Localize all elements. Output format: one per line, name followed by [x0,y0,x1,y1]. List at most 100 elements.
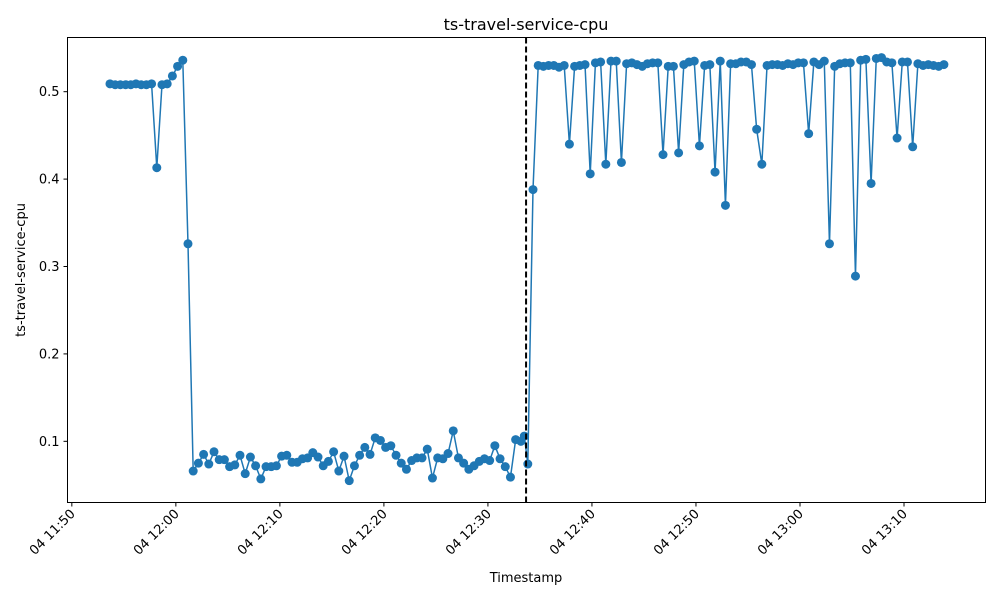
y-tick-label: 0.3 [39,260,60,275]
data-point [193,458,203,468]
x-tick-label: 04 13:10 [859,507,911,559]
data-point [339,451,349,461]
data-point [204,459,214,469]
data-point [495,454,505,464]
data-point [183,239,193,249]
data-point [689,56,699,66]
data-point [360,442,370,452]
data-point [240,469,250,479]
x-axis-title: Timestamp [489,571,563,586]
data-point [167,71,177,81]
data-point [173,61,183,71]
data-point [349,461,359,471]
data-point [178,55,188,65]
plot-area [105,37,949,503]
x-tick-label: 04 13:00 [755,507,807,559]
data-point [861,54,871,64]
data-point [152,163,162,173]
data-point [500,462,510,472]
data-point [616,157,626,167]
data-point [188,466,198,476]
data-point [674,148,684,158]
data-point [199,449,209,459]
x-tick-label: 04 12:00 [131,507,183,559]
data-point [323,456,333,466]
data-point [443,449,453,459]
data-point [720,200,730,210]
data-point [653,58,663,68]
data-point [564,139,574,149]
data-point [375,435,385,445]
data-point [668,61,678,71]
data-point [209,447,219,457]
data-point [417,453,427,463]
data-point [230,460,240,470]
data-point [824,239,834,249]
y-tick-label: 0.4 [39,173,60,188]
data-point [251,461,261,471]
chart-title: ts-travel-service-cpu [444,15,609,34]
data-point [559,60,569,70]
data-point [162,79,172,89]
data-point [147,79,157,89]
data-point [866,178,876,188]
data-point [528,185,538,195]
x-tick-label: 04 12:50 [651,507,703,559]
data-point [752,124,762,134]
x-tick-label: 04 12:10 [235,507,287,559]
data-point [256,474,266,484]
data-point [580,60,590,70]
y-tick-label: 0.2 [39,347,60,362]
data-point [596,57,606,67]
data-point [235,450,245,460]
data-point [505,472,515,482]
data-point [329,447,339,457]
data-point [490,441,500,451]
data-point [746,60,756,70]
data-point [313,452,323,462]
y-axis: 0.1 0.2 0.3 0.4 0.5 [39,85,68,450]
data-point [819,56,829,66]
data-point [427,473,437,483]
data-point [710,167,720,177]
data-point [611,56,621,66]
data-point [386,441,396,451]
y-tick-label: 0.5 [39,85,60,100]
data-point [523,459,533,469]
data-point [245,452,255,462]
data-point [694,141,704,151]
plot-frame [67,37,986,503]
y-tick-label: 0.1 [39,435,60,450]
data-point [422,444,432,454]
data-point [219,455,229,465]
data-point [355,450,365,460]
data-point [757,159,767,169]
x-tick-label: 04 12:30 [443,507,495,559]
data-point [658,150,668,160]
data-point [908,142,918,152]
data-point [401,464,411,474]
data-point [344,476,354,486]
data-point [282,450,292,460]
data-point [804,129,814,139]
data-point [892,133,902,143]
data-point [396,458,406,468]
data-point [391,450,401,460]
data-point [365,449,375,459]
data-point [850,271,860,281]
x-tick-label: 04 11:50 [27,507,79,559]
data-point [519,431,529,441]
data-point [485,456,495,466]
data-point [939,60,949,70]
data-point [845,58,855,68]
data-point [902,57,912,67]
data-point [271,461,281,471]
data-point [715,56,725,66]
data-point [585,169,595,179]
data-point [459,458,469,468]
data-point [798,58,808,68]
data-point [601,159,611,169]
data-point [887,58,897,68]
data-point [448,426,458,436]
